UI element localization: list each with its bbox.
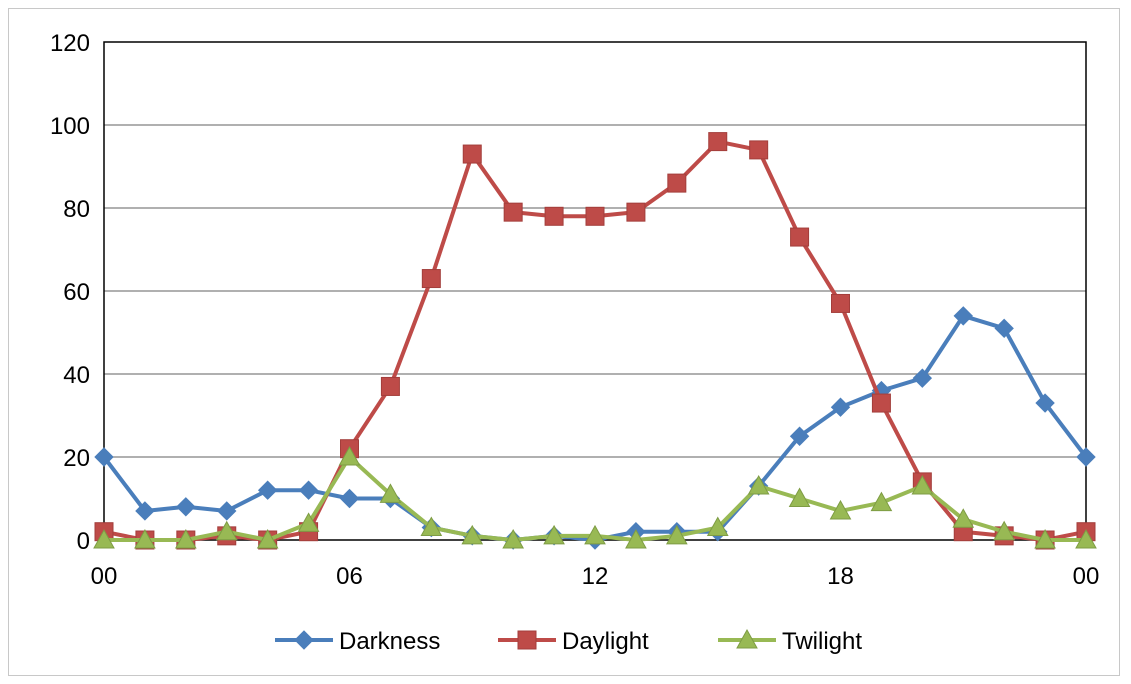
legend: Darkness Daylight Twilight [275, 628, 862, 655]
series-twilight [93, 445, 1097, 549]
twilight-point [993, 520, 1016, 541]
darkness-point [94, 447, 114, 467]
darkness-point [257, 480, 278, 500]
twilight-point [215, 520, 238, 541]
daylight-point [831, 293, 850, 313]
twilight-point [911, 475, 934, 495]
legend-item-twilight: Twilight [718, 628, 862, 655]
twilight-point [297, 512, 320, 532]
legend-label: Daylight [562, 628, 649, 655]
x-tick-label: 18 [827, 563, 854, 590]
legend-swatch-marker [294, 630, 314, 650]
legend-swatch-marker [736, 628, 758, 649]
y-tick-label: 20 [63, 445, 90, 472]
chart-frame [8, 8, 1120, 676]
daylight-point [421, 269, 441, 289]
y-tick-label: 100 [50, 113, 90, 140]
twilight-point [338, 445, 361, 466]
twilight-point [788, 487, 811, 507]
x-axis-ticks: 00 06 12 18 00 [91, 563, 1100, 590]
daylight-point [790, 227, 810, 247]
daylight-point [462, 144, 482, 164]
y-tick-label: 40 [63, 362, 90, 389]
series-line-darkness [102, 313, 1088, 542]
twilight-point [93, 528, 115, 549]
x-tick-label: 00 [1073, 563, 1100, 590]
legend-swatch-marker [517, 630, 537, 650]
twilight-point [379, 483, 402, 503]
twilight-point [1075, 528, 1097, 549]
legend-label: Darkness [339, 628, 440, 655]
darkness-point [912, 368, 933, 388]
x-tick-label: 12 [582, 563, 609, 590]
daylight-point [544, 206, 564, 226]
darkness-point [217, 501, 237, 521]
darkness-point [994, 318, 1014, 339]
twilight-point [256, 528, 279, 549]
darkness-point [830, 397, 851, 417]
darkness-point [298, 480, 319, 500]
twilight-point [665, 524, 688, 545]
darkness-point [789, 426, 810, 446]
daylight-point [585, 206, 605, 226]
darkness-point [1076, 447, 1096, 467]
legend-label: Twilight [782, 628, 862, 655]
twilight-point [420, 516, 443, 537]
legend-item-daylight: Daylight [498, 628, 649, 655]
darkness-point [135, 501, 155, 521]
gridlines [104, 124, 1086, 458]
daylight-point [749, 140, 769, 160]
twilight-point [952, 508, 975, 528]
darkness-point [176, 497, 196, 517]
daylight-point [871, 393, 891, 413]
y-tick-label: 60 [63, 279, 90, 306]
y-axis-ticks: 0 20 40 60 80 100 120 [50, 30, 90, 555]
series-line-daylight [103, 139, 1087, 542]
daylight-point [380, 376, 400, 396]
twilight-point [543, 524, 565, 545]
darkness-point [1035, 393, 1055, 413]
daylight-point [503, 202, 523, 222]
x-tick-label: 00 [91, 563, 118, 590]
twilight-point [747, 475, 770, 495]
legend-item-darkness: Darkness [275, 628, 440, 655]
darkness-point [339, 488, 360, 509]
twilight-point [625, 528, 647, 549]
twilight-point [829, 499, 852, 520]
daylight-point [708, 132, 728, 152]
series-group [93, 132, 1097, 550]
daylight-point [626, 202, 646, 222]
twilight-point [870, 491, 893, 512]
twilight-point [584, 524, 606, 545]
series-darkness [94, 306, 1096, 550]
y-tick-label: 80 [63, 196, 90, 223]
y-tick-label: 120 [50, 30, 90, 57]
twilight-point [502, 528, 525, 549]
y-tick-label: 0 [77, 528, 90, 555]
twilight-point [174, 528, 197, 549]
twilight-point [134, 528, 156, 549]
x-tick-label: 06 [336, 563, 363, 590]
daylight-point [667, 173, 687, 193]
darkness-point [953, 306, 973, 326]
twilight-point [706, 516, 729, 537]
twilight-point [1034, 528, 1056, 549]
twilight-point [461, 524, 484, 545]
